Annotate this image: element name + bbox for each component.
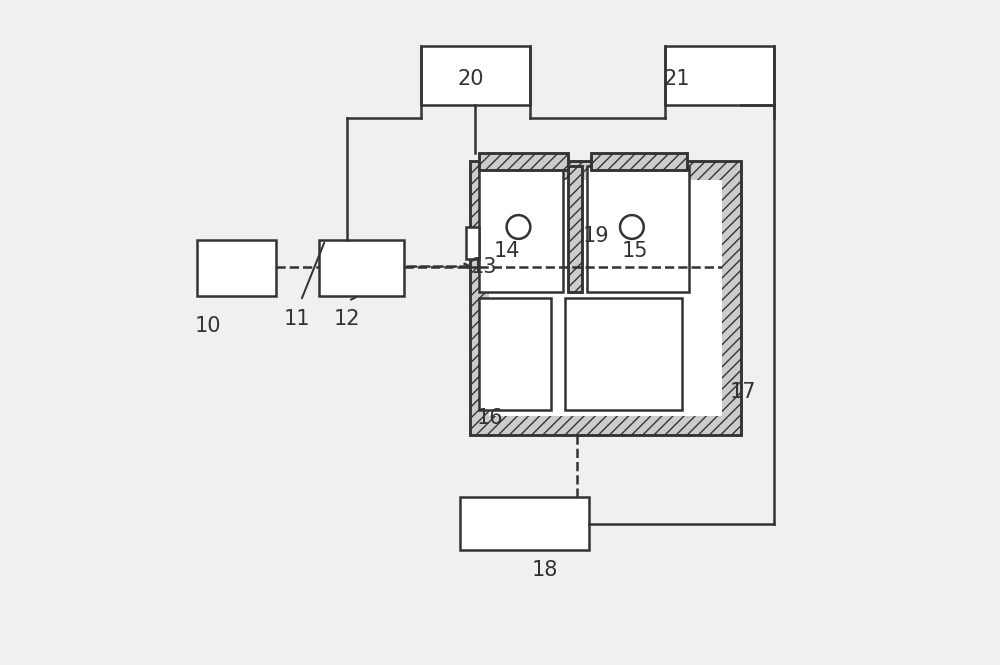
Text: 17: 17 [729, 382, 756, 402]
Bar [568, 166, 582, 292]
Bar [479, 153, 568, 170]
Bar [665, 46, 774, 105]
Bar [197, 240, 276, 296]
Text: 15: 15 [622, 241, 648, 261]
Bar [591, 153, 687, 170]
Text: 19: 19 [582, 225, 609, 245]
Bar [565, 298, 682, 410]
Bar [479, 166, 563, 292]
Bar [470, 161, 741, 435]
Bar [489, 180, 722, 416]
Bar [319, 240, 404, 296]
Text: 12: 12 [334, 309, 360, 329]
Bar [591, 153, 687, 170]
Bar [421, 46, 530, 105]
Text: 18: 18 [532, 560, 558, 580]
Bar [460, 497, 589, 550]
Text: 21: 21 [664, 68, 690, 88]
Text: 14: 14 [493, 241, 520, 261]
Text: 11: 11 [284, 309, 310, 329]
Bar [466, 227, 479, 259]
Bar [470, 161, 741, 435]
Bar [479, 298, 551, 410]
Bar [479, 153, 568, 170]
Text: 13: 13 [470, 257, 497, 277]
Bar [587, 166, 689, 292]
Text: 16: 16 [476, 408, 503, 428]
Text: 10: 10 [195, 316, 221, 336]
Text: 20: 20 [457, 68, 484, 88]
Bar [568, 166, 582, 292]
